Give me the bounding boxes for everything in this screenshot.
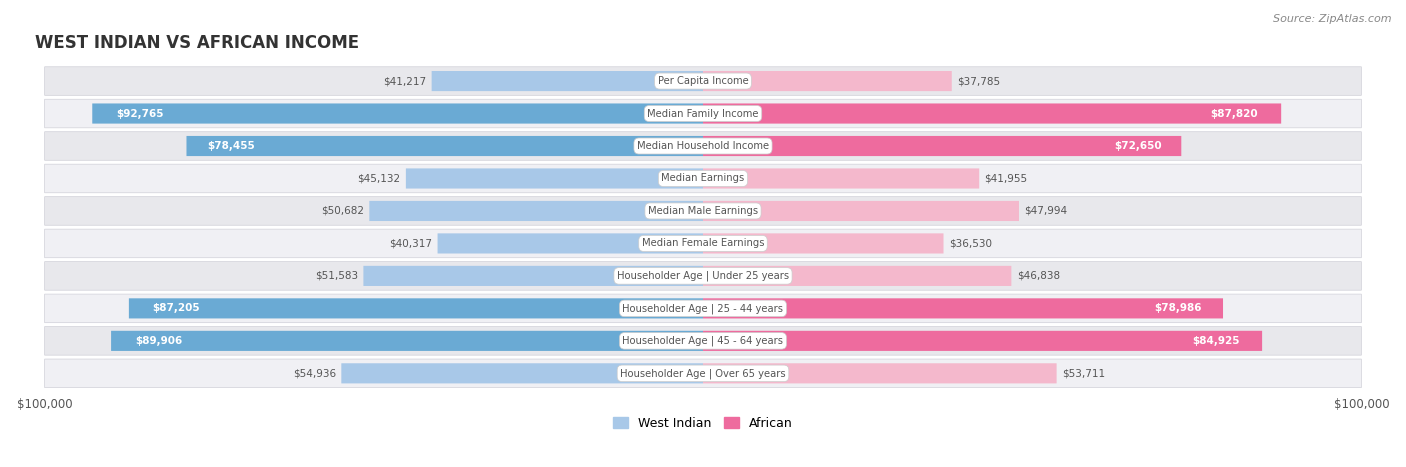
Text: $41,217: $41,217 (384, 76, 426, 86)
FancyBboxPatch shape (45, 294, 1361, 323)
Text: $41,955: $41,955 (984, 173, 1028, 184)
FancyBboxPatch shape (45, 197, 1361, 225)
Text: $47,994: $47,994 (1024, 206, 1067, 216)
Text: Median Household Income: Median Household Income (637, 141, 769, 151)
Text: $78,455: $78,455 (207, 141, 254, 151)
Text: $36,530: $36,530 (949, 239, 991, 248)
Text: WEST INDIAN VS AFRICAN INCOME: WEST INDIAN VS AFRICAN INCOME (35, 34, 359, 52)
Text: $72,650: $72,650 (1115, 141, 1163, 151)
Text: $54,936: $54,936 (292, 368, 336, 378)
FancyBboxPatch shape (45, 67, 1361, 95)
FancyBboxPatch shape (45, 326, 1361, 355)
FancyBboxPatch shape (703, 234, 943, 254)
FancyBboxPatch shape (45, 164, 1361, 193)
FancyBboxPatch shape (370, 201, 703, 221)
FancyBboxPatch shape (703, 104, 1281, 124)
FancyBboxPatch shape (45, 262, 1361, 290)
Text: $87,205: $87,205 (152, 304, 200, 313)
Legend: West Indian, African: West Indian, African (613, 417, 793, 430)
Text: $87,820: $87,820 (1211, 108, 1258, 119)
FancyBboxPatch shape (342, 363, 703, 383)
FancyBboxPatch shape (703, 266, 1011, 286)
FancyBboxPatch shape (45, 229, 1361, 258)
Text: Per Capita Income: Per Capita Income (658, 76, 748, 86)
Text: Householder Age | Under 25 years: Householder Age | Under 25 years (617, 271, 789, 281)
Text: Median Earnings: Median Earnings (661, 173, 745, 184)
FancyBboxPatch shape (703, 71, 952, 91)
Text: Median Family Income: Median Family Income (647, 108, 759, 119)
Text: Householder Age | 25 - 44 years: Householder Age | 25 - 44 years (623, 303, 783, 314)
Text: $40,317: $40,317 (389, 239, 432, 248)
FancyBboxPatch shape (45, 359, 1361, 388)
FancyBboxPatch shape (111, 331, 703, 351)
FancyBboxPatch shape (363, 266, 703, 286)
Text: $51,583: $51,583 (315, 271, 359, 281)
Text: Median Male Earnings: Median Male Earnings (648, 206, 758, 216)
Text: $46,838: $46,838 (1017, 271, 1060, 281)
FancyBboxPatch shape (703, 298, 1223, 318)
Text: $50,682: $50,682 (321, 206, 364, 216)
FancyBboxPatch shape (406, 169, 703, 189)
FancyBboxPatch shape (703, 201, 1019, 221)
FancyBboxPatch shape (45, 99, 1361, 128)
Text: Householder Age | 45 - 64 years: Householder Age | 45 - 64 years (623, 336, 783, 346)
FancyBboxPatch shape (703, 136, 1181, 156)
Text: Median Female Earnings: Median Female Earnings (641, 239, 765, 248)
FancyBboxPatch shape (187, 136, 703, 156)
Text: $37,785: $37,785 (957, 76, 1000, 86)
Text: $45,132: $45,132 (357, 173, 401, 184)
Text: Source: ZipAtlas.com: Source: ZipAtlas.com (1274, 14, 1392, 24)
FancyBboxPatch shape (432, 71, 703, 91)
Text: $92,765: $92,765 (117, 108, 165, 119)
FancyBboxPatch shape (437, 234, 703, 254)
FancyBboxPatch shape (703, 363, 1057, 383)
FancyBboxPatch shape (129, 298, 703, 318)
FancyBboxPatch shape (45, 132, 1361, 160)
Text: Householder Age | Over 65 years: Householder Age | Over 65 years (620, 368, 786, 379)
Text: $89,906: $89,906 (135, 336, 181, 346)
FancyBboxPatch shape (703, 169, 979, 189)
Text: $53,711: $53,711 (1062, 368, 1105, 378)
Text: $78,986: $78,986 (1154, 304, 1202, 313)
FancyBboxPatch shape (703, 331, 1263, 351)
FancyBboxPatch shape (93, 104, 703, 124)
Text: $84,925: $84,925 (1192, 336, 1240, 346)
